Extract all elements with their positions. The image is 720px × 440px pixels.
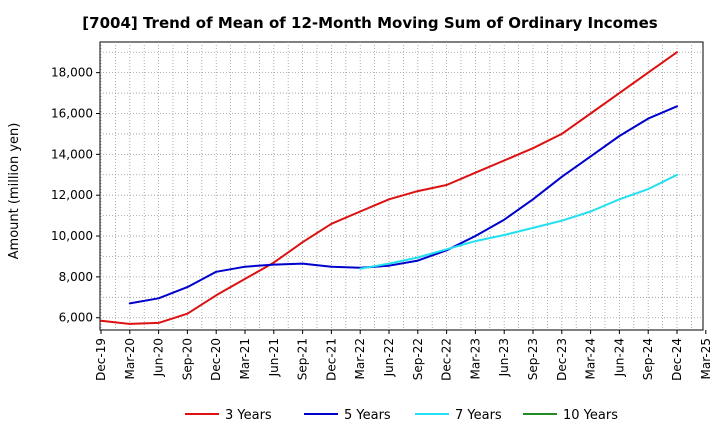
- x-tick-label: Jun-20: [152, 338, 166, 377]
- x-tick-label: Mar-24: [584, 338, 598, 379]
- legend-label-5-years: 5 Years: [344, 408, 391, 423]
- y-tick-label: 16,000: [51, 106, 93, 120]
- x-axis: Dec-19 Mar-20 Jun-20 Sep-20 Dec-20 Mar-21 Jun-…: [94, 330, 713, 381]
- y-tick-label: 14,000: [51, 147, 93, 161]
- y-tick-label: 12,000: [51, 188, 93, 202]
- y-tick-label: 18,000: [51, 66, 93, 80]
- legend-label-7-years: 7 Years: [455, 408, 502, 423]
- y-tick-label: 10,000: [51, 229, 93, 243]
- x-tick-label: Dec-20: [209, 338, 223, 381]
- x-tick-label: Mar-25: [699, 338, 713, 379]
- x-tick-label: Sep-20: [180, 338, 194, 380]
- x-tick-label: Jun-22: [382, 338, 396, 377]
- x-tick-label: Jun-24: [612, 338, 626, 377]
- series-line-3-years: [100, 51, 678, 325]
- x-tick-label: Dec-21: [324, 338, 338, 381]
- plot-area: [99, 41, 704, 331]
- x-tick-label: Dec-19: [94, 338, 108, 381]
- x-tick-label: Mar-21: [238, 338, 252, 379]
- x-tick-label: Dec-23: [555, 338, 569, 381]
- x-tick-label: Sep-24: [641, 338, 655, 380]
- x-tick-label: Jun-23: [497, 338, 511, 377]
- y-tick-label: 8,000: [59, 270, 93, 284]
- legend-label-3-years: 3 Years: [225, 408, 272, 423]
- legend: 3 Years 5 Years 7 Years 10 Years: [185, 408, 618, 423]
- y-tick-label: 6,000: [59, 311, 93, 325]
- chart-title: [7004] Trend of Mean of 12-Month Moving …: [82, 14, 657, 32]
- series-line-5-years: [128, 105, 678, 305]
- x-tick-label: Sep-22: [411, 338, 425, 380]
- x-tick-label: Mar-23: [468, 338, 482, 379]
- x-tick-label: Sep-21: [296, 338, 310, 380]
- x-tick-label: Sep-23: [526, 338, 540, 380]
- series-line-7-years: [359, 173, 678, 270]
- x-tick-label: Dec-24: [670, 338, 684, 381]
- y-axis-title: Amount (million yen): [7, 123, 22, 260]
- y-axis: 6,000 8,000 10,000 12,000 14,000 16,000 18,000: [51, 66, 100, 325]
- x-tick-label: Mar-22: [353, 338, 367, 379]
- legend-label-10-years: 10 Years: [563, 408, 618, 423]
- x-tick-label: Mar-20: [123, 338, 137, 379]
- series-lines: [100, 51, 678, 325]
- x-tick-label: Jun-21: [267, 338, 281, 377]
- x-tick-label: Dec-22: [440, 338, 454, 381]
